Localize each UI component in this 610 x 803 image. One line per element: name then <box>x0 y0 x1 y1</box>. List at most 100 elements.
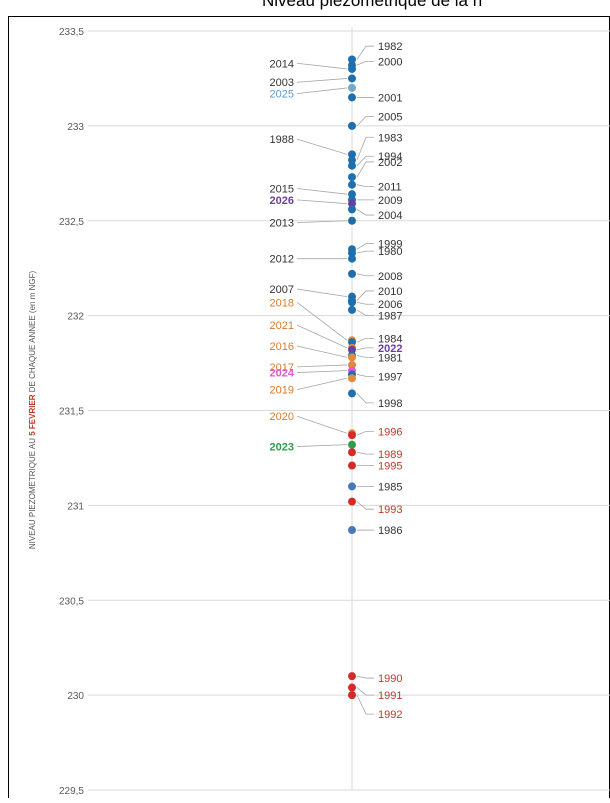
data-label-2001: 2001 <box>378 92 402 104</box>
leader-line-1997 <box>356 374 374 377</box>
data-label-2016: 2016 <box>270 341 294 353</box>
leader-line-1996 <box>356 430 374 436</box>
data-point-2016 <box>348 353 356 362</box>
data-label-2005: 2005 <box>378 111 402 123</box>
data-label-2009: 2009 <box>378 195 402 207</box>
data-point-1982 <box>348 55 356 64</box>
data-label-2026: 2026 <box>270 195 294 207</box>
data-point-2019 <box>348 374 356 383</box>
data-point-2002 <box>348 173 356 182</box>
data-label-1999: 1999 <box>378 239 402 251</box>
data-label-1987: 1987 <box>378 311 402 323</box>
data-label-2023: 2023 <box>270 442 294 454</box>
data-point-1983 <box>348 156 356 165</box>
data-label-1994: 1994 <box>378 151 402 163</box>
data-label-1992: 1992 <box>378 709 402 721</box>
leader-line-2016 <box>296 345 348 358</box>
leader-line-1980 <box>356 250 374 254</box>
leader-line-1983 <box>356 136 374 161</box>
data-label-2012: 2012 <box>270 254 294 266</box>
data-point-2026 <box>348 199 356 208</box>
leader-line-2004 <box>356 209 374 216</box>
leader-line-2026 <box>296 199 348 205</box>
data-point-1993 <box>348 497 356 506</box>
data-point-1985 <box>348 482 356 491</box>
data-label-1995: 1995 <box>378 461 402 473</box>
data-point-1989 <box>348 448 356 457</box>
leader-line-2006 <box>356 301 374 305</box>
chart-title: Niveau piézométrique de la n <box>262 0 483 10</box>
leader-line-2007 <box>296 288 348 298</box>
data-point-2001 <box>348 93 356 102</box>
leader-line-2010 <box>356 290 374 301</box>
y-tick-label: 230,5 <box>59 596 84 607</box>
data-point-1990 <box>348 672 356 681</box>
leader-line-2015 <box>296 188 348 195</box>
y-tick-label: 232 <box>67 312 84 323</box>
leader-line-2000 <box>356 60 374 66</box>
leader-line-2024 <box>296 370 348 373</box>
data-label-2000: 2000 <box>378 56 402 68</box>
data-label-2017: 2017 <box>270 362 294 374</box>
data-point-2014 <box>348 64 356 73</box>
data-point-1986 <box>348 526 356 535</box>
leader-line-1981 <box>356 355 374 358</box>
data-point-1996 <box>348 431 356 440</box>
leader-line-1994 <box>356 155 374 166</box>
data-point-1998 <box>348 389 356 398</box>
data-point-1987 <box>348 305 356 314</box>
leader-line-2014 <box>296 62 348 70</box>
data-point-2004 <box>348 205 356 214</box>
data-point-1984 <box>348 338 356 347</box>
y-tick-label: 233,5 <box>59 27 84 38</box>
data-label-2021: 2021 <box>270 320 294 332</box>
leader-line-1999 <box>356 243 374 250</box>
y-tick-label: 230 <box>67 691 84 702</box>
leader-line-2008 <box>356 273 374 277</box>
data-label-2003: 2003 <box>270 77 294 89</box>
leader-line-2020 <box>296 415 348 434</box>
data-point-2022 <box>348 345 356 354</box>
leader-line-2011 <box>356 184 374 187</box>
data-point-2005 <box>348 121 356 130</box>
data-label-1981: 1981 <box>378 352 402 364</box>
y-axis-label-part: 5 FEVRIER <box>28 394 37 436</box>
y-tick-label: 231,5 <box>59 407 84 418</box>
y-axis-label-part: DE CHAQUE ANNEE (en m NGF) <box>28 271 37 395</box>
data-label-2002: 2002 <box>378 157 402 169</box>
data-label-1997: 1997 <box>378 371 402 383</box>
leader-line-1982 <box>356 45 374 60</box>
data-label-2025: 2025 <box>270 89 294 101</box>
data-point-2017 <box>348 360 356 369</box>
data-point-1980 <box>348 249 356 258</box>
data-point-2011 <box>348 180 356 189</box>
data-point-1988 <box>348 150 356 159</box>
data-label-1986: 1986 <box>378 525 402 537</box>
leader-line-2022 <box>356 347 374 351</box>
leader-line-2013 <box>296 220 348 224</box>
data-point-1992 <box>348 691 356 700</box>
leader-line-2025 <box>296 87 348 95</box>
data-label-2019: 2019 <box>270 385 294 397</box>
data-label-2020: 2020 <box>270 411 294 423</box>
y-tick-label: 232,5 <box>59 217 84 228</box>
leader-line-1992 <box>356 694 374 715</box>
data-label-1980: 1980 <box>378 246 402 258</box>
y-tick-label: 231 <box>67 501 84 512</box>
leader-line-1990 <box>356 675 374 679</box>
data-point-2006 <box>348 298 356 307</box>
leader-line-2018 <box>296 302 348 341</box>
leader-line-1998 <box>356 393 374 404</box>
leader-line-1987 <box>356 309 374 317</box>
y-axis-label: NIVEAU PIEZOMETRIQUE AU 5 FEVRIER DE CHA… <box>28 271 37 550</box>
leader-line-2023 <box>296 444 348 447</box>
leader-line-1993 <box>356 501 374 510</box>
leader-line-2002 <box>356 161 374 178</box>
y-tick-label: 233 <box>67 122 84 133</box>
data-point-2013 <box>348 216 356 225</box>
data-label-2014: 2014 <box>270 58 294 70</box>
leader-line-1991 <box>356 687 374 696</box>
data-point-1991 <box>348 683 356 692</box>
